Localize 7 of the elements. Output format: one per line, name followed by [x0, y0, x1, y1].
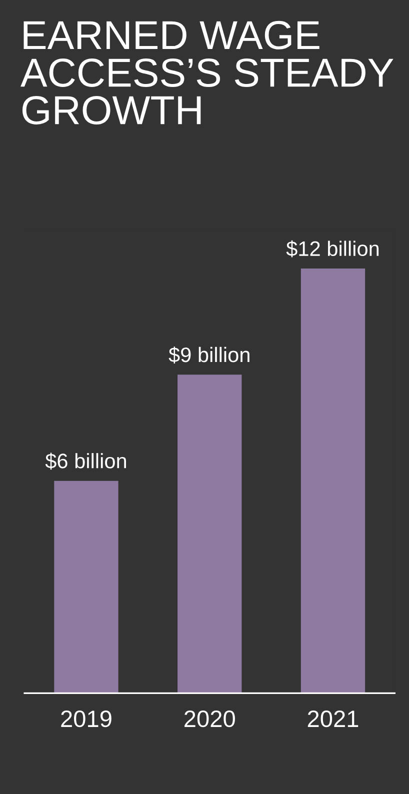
x-tick-label: 2021 — [308, 710, 358, 728]
data-label: $9 billion — [168, 346, 250, 364]
chart-title: EARNED WAGE ACCESS’S STEADY GROWTH — [20, 20, 394, 125]
x-tick-label: 2019 — [61, 710, 112, 728]
x-tick-label: 2020 — [184, 710, 235, 728]
data-label: $12 billion — [286, 240, 379, 258]
data-label: $6 billion — [45, 452, 126, 470]
